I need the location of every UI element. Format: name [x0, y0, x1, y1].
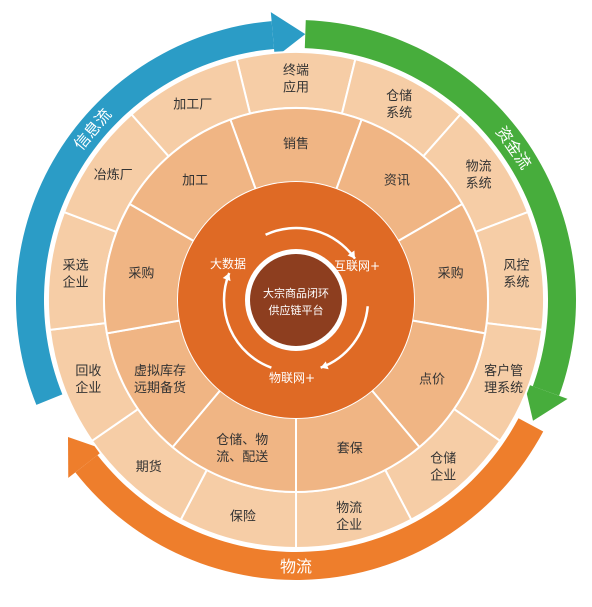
core-circle [250, 254, 342, 346]
outer-ring-label: 终端 [283, 62, 309, 78]
outer-ring-label: 仓储 [430, 452, 456, 467]
outer-ring-label: 企业 [336, 517, 362, 533]
middle-ring-label: 加工 [182, 174, 208, 189]
middle-ring-label: 资讯 [384, 174, 410, 189]
inner-arrow-top-head [347, 250, 355, 259]
core-title-line1: 大宗商品闭环 [263, 286, 329, 300]
capital-flow-arc [304, 20, 577, 396]
outer-ring-label: 风控 [503, 259, 529, 274]
outer-ring-label: 企业 [63, 275, 89, 291]
outer-ring-label: 企业 [75, 380, 101, 396]
capital-flow-arrowhead [524, 383, 568, 421]
outer-ring-label: 系统 [503, 276, 529, 291]
internet-plus-label: 互联网+ [334, 259, 380, 273]
outer-ring-label: 物流 [466, 159, 492, 174]
outer-ring-label: 冶炼厂 [94, 168, 133, 183]
inner-arrow-bottom-head [320, 361, 329, 370]
outer-ring-label: 物流 [336, 501, 362, 516]
inner-arrow-left [222, 272, 272, 369]
outer-ring-label: 采选 [63, 259, 89, 274]
middle-ring-label: 销售 [283, 136, 309, 152]
outer-ring-label: 仓储 [386, 89, 412, 104]
iot-plus-label: 物联网+ [269, 371, 315, 385]
inner-arrow-top [265, 226, 357, 260]
logistics-flow-label: 物流 [280, 557, 312, 576]
outer-ring-label: 企业 [430, 468, 456, 484]
outer-ring-label: 保险 [230, 509, 256, 524]
outer-ring: 终端应用仓储系统物流系统风控系统客户管理系统仓储企业物流企业保险期货回收企业采选… [47, 51, 545, 550]
middle-ring-label: 远期备货 [134, 380, 186, 396]
middle-ring-label: 虚拟库存 [134, 363, 186, 379]
logistics-arc [75, 418, 544, 580]
middle-ring-label: 套保 [337, 440, 363, 456]
core-title-line2: 供应链平台 [269, 303, 324, 317]
inner-arrow-left-head [222, 273, 231, 282]
middle-ring-label: 采购 [438, 266, 464, 282]
info-flow-arrowhead [270, 12, 306, 58]
info-flow-arc [16, 21, 275, 405]
inner-cycle-arrows [222, 226, 369, 370]
middle-ring-label: 采购 [128, 266, 154, 282]
outer-ring-label: 应用 [283, 79, 309, 95]
outer-ring-label: 加工厂 [173, 97, 212, 112]
outer-ring-label: 期货 [136, 459, 162, 475]
outer-ring-label: 理系统 [484, 381, 523, 396]
big-data-label: 大数据 [210, 256, 246, 271]
middle-ring-label: 仓储、物 [216, 433, 268, 448]
middle-ring-label: 点价 [419, 372, 445, 387]
outer-ring-label: 系统 [466, 176, 492, 191]
outer-ring-label: 客户管 [484, 363, 523, 379]
middle-ring-label: 流、配送 [216, 450, 268, 465]
inner-arrow-bottom [320, 306, 369, 369]
outer-ring-label: 回收 [75, 364, 101, 379]
outer-ring-label: 系统 [386, 106, 412, 121]
